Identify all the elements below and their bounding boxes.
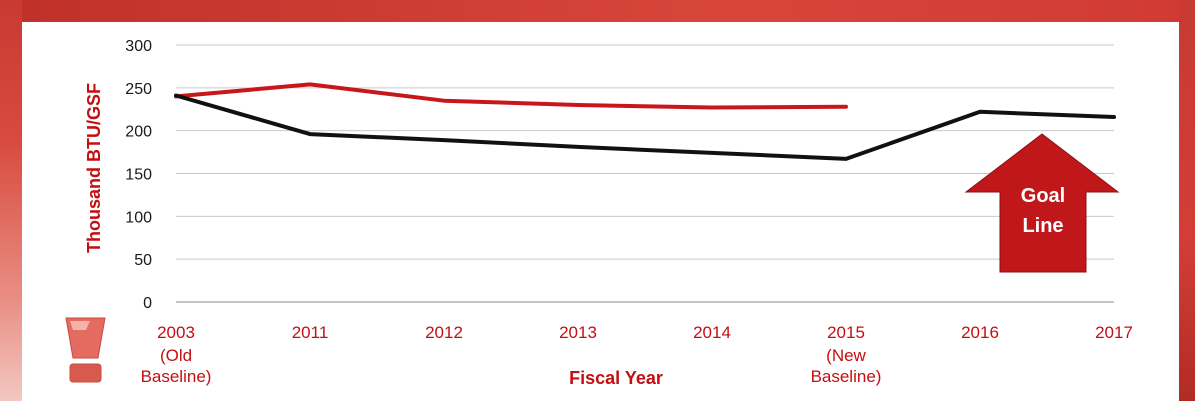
- x-tick-label: 2011: [292, 323, 329, 342]
- slide-top-bar: [0, 0, 1195, 22]
- x-tick-sublabel: Baseline): [141, 367, 212, 386]
- y-tick-label: 300: [125, 38, 152, 55]
- slide-left-bar: [0, 0, 22, 401]
- up-arrow-icon: [964, 133, 1120, 273]
- goal-label-line-1: Goal: [1021, 185, 1065, 207]
- x-tick-label: 2003: [157, 323, 195, 342]
- x-tick-label: 2014: [693, 323, 731, 342]
- x-tick-label: 2016: [961, 323, 999, 342]
- y-tick-label: 50: [134, 252, 152, 269]
- series-layer: [174, 82, 1116, 161]
- x-axis-title: Fiscal Year: [569, 368, 663, 388]
- y-tick-label: 250: [125, 81, 152, 98]
- x-tick-label: 2017: [1095, 323, 1133, 342]
- x-tick-label: 2012: [425, 323, 463, 342]
- x-tick-label: 2015: [827, 323, 865, 342]
- series-line-1: [174, 82, 848, 110]
- x-tick-sublabel: Baseline): [811, 367, 882, 386]
- series-line-2: [174, 93, 1116, 161]
- y-tick-label: 100: [125, 209, 152, 226]
- y-tick-label: 200: [125, 124, 152, 141]
- y-axis-title: Thousand BTU/GSF: [84, 83, 104, 253]
- slide-right-bar: [1179, 0, 1195, 401]
- x-tick-label: 2013: [559, 323, 597, 342]
- warning-icon: [65, 317, 106, 383]
- y-tick-label: 150: [125, 167, 152, 184]
- goal-label-line-2: Line: [1022, 215, 1063, 237]
- y-axis-ticks: 0 50 100 150 200 250 300: [125, 38, 152, 312]
- x-tick-sublabel: (New: [826, 346, 866, 365]
- y-tick-label: 0: [143, 295, 152, 312]
- x-tick-sublabel: (Old: [160, 346, 192, 365]
- goal-line-arrow: Goal Line: [964, 133, 1120, 273]
- x-axis-ticks: 2003 (Old Baseline) 2011 2012 2013 2014 2015 (Ne…: [141, 323, 1133, 386]
